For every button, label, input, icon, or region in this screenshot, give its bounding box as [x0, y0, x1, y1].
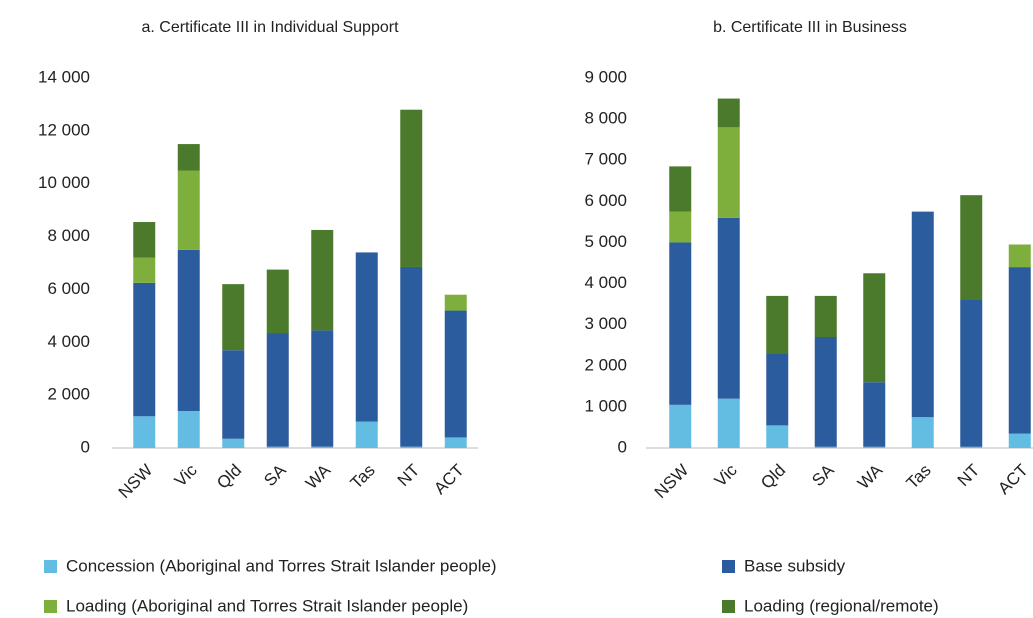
bar-segment: [177, 411, 200, 448]
y-tick-label: 10 000: [38, 173, 90, 192]
bar-segment: [400, 109, 423, 267]
bar-segment: [266, 333, 289, 447]
bar-segment: [1008, 267, 1031, 434]
bar-segment: [266, 269, 289, 334]
x-tick-label: NT: [394, 461, 423, 490]
x-tick-label: SA: [260, 460, 290, 490]
bar-segment: [133, 282, 156, 417]
x-tick-label: Qld: [213, 461, 245, 493]
bar-segment: [717, 217, 740, 399]
x-tick-label: Vic: [171, 460, 201, 490]
bar-segment: [133, 416, 156, 448]
y-tick-label: 5 000: [584, 232, 627, 251]
bar-segment: [1008, 433, 1031, 448]
bar-segment: [669, 404, 692, 448]
bar-segment: [444, 310, 467, 438]
bar-segment: [717, 127, 740, 218]
bar-segment: [222, 284, 245, 351]
y-tick-label: 12 000: [38, 120, 90, 139]
y-tick-label: 7 000: [584, 150, 627, 169]
y-tick-label: 6 000: [584, 191, 627, 210]
bar-segment: [717, 98, 740, 128]
y-tick-label: 1 000: [584, 396, 627, 415]
bar-segment: [863, 273, 886, 383]
bar-segment: [222, 438, 245, 448]
legend-swatch: [44, 600, 57, 613]
x-tick-label: ACT: [430, 461, 467, 498]
legend-swatch: [722, 560, 735, 573]
y-tick-label: 9 000: [584, 67, 627, 86]
legend-label: Concession (Aboriginal and Torres Strait…: [66, 556, 497, 575]
bar-segment: [766, 425, 789, 448]
legend-label: Base subsidy: [744, 556, 846, 575]
legend-swatch: [44, 560, 57, 573]
bar-segment: [355, 421, 378, 448]
y-tick-label: 0: [618, 437, 627, 456]
bar-segment: [669, 166, 692, 212]
x-tick-label: Tas: [903, 461, 935, 493]
x-tick-label: Vic: [711, 460, 741, 490]
legend-swatch: [722, 600, 735, 613]
bar-segment: [444, 437, 467, 448]
bar-segment: [311, 229, 334, 331]
x-tick-label: WA: [302, 460, 335, 493]
bar-segment: [717, 398, 740, 448]
bar-segment: [1008, 244, 1031, 268]
legend-label: Loading (Aboriginal and Torres Strait Is…: [66, 596, 468, 615]
bar-segment: [177, 170, 200, 250]
bar-segment: [177, 249, 200, 411]
bar-segment: [177, 144, 200, 171]
y-tick-label: 6 000: [47, 279, 90, 298]
y-tick-label: 2 000: [584, 355, 627, 374]
bar-segment: [960, 195, 983, 300]
bar-segment: [133, 257, 156, 283]
y-tick-label: 4 000: [47, 332, 90, 351]
bar-segment: [400, 446, 423, 448]
y-tick-label: 3 000: [584, 314, 627, 333]
y-tick-label: 0: [81, 437, 90, 456]
y-tick-label: 2 000: [47, 385, 90, 404]
bar-segment: [266, 446, 289, 448]
x-tick-label: Tas: [347, 461, 379, 493]
y-tick-label: 8 000: [47, 226, 90, 245]
x-tick-label: NT: [954, 461, 983, 490]
bar-segment: [863, 382, 886, 447]
bar-segment: [400, 266, 423, 447]
bar-segment: [355, 252, 378, 422]
x-tick-label: WA: [854, 460, 887, 493]
x-tick-label: Qld: [757, 461, 789, 493]
bar-segment: [814, 337, 837, 447]
y-tick-label: 14 000: [38, 67, 90, 86]
bar-segment: [766, 353, 789, 426]
x-tick-label: NSW: [651, 461, 692, 502]
chart-title: b. Certificate III in Business: [713, 19, 907, 36]
bar-segment: [863, 446, 886, 448]
bar-segment: [222, 350, 245, 439]
y-tick-label: 4 000: [584, 273, 627, 292]
bar-segment: [814, 295, 837, 337]
bar-segment: [960, 300, 983, 447]
legend-label: Loading (regional/remote): [744, 596, 939, 615]
bar-segment: [311, 446, 334, 448]
x-tick-label: SA: [808, 460, 838, 490]
bar-segment: [669, 211, 692, 243]
bar-segment: [444, 294, 467, 311]
bar-segment: [311, 330, 334, 447]
bar-segment: [814, 446, 837, 448]
x-tick-label: NSW: [115, 461, 156, 502]
bar-segment: [960, 446, 983, 448]
y-tick-label: 8 000: [584, 109, 627, 128]
bar-segment: [766, 295, 789, 354]
bar-segment: [133, 222, 156, 258]
x-tick-label: ACT: [994, 461, 1031, 498]
bar-segment: [911, 417, 934, 448]
bar-segment: [669, 242, 692, 405]
chart-title: a. Certificate III in Individual Support: [141, 19, 399, 36]
bar-segment: [911, 211, 934, 418]
